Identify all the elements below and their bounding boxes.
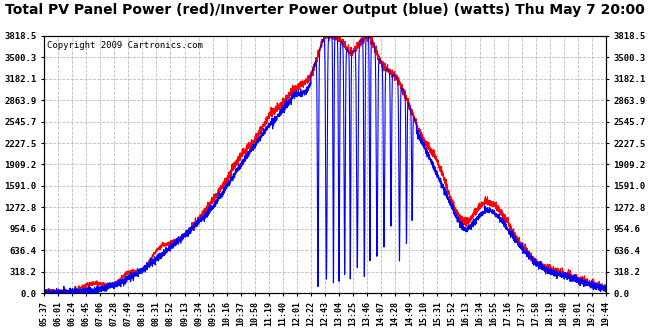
Text: Copyright 2009 Cartronics.com: Copyright 2009 Cartronics.com <box>47 41 203 50</box>
Text: Total PV Panel Power (red)/Inverter Power Output (blue) (watts) Thu May 7 20:00: Total PV Panel Power (red)/Inverter Powe… <box>5 3 645 17</box>
